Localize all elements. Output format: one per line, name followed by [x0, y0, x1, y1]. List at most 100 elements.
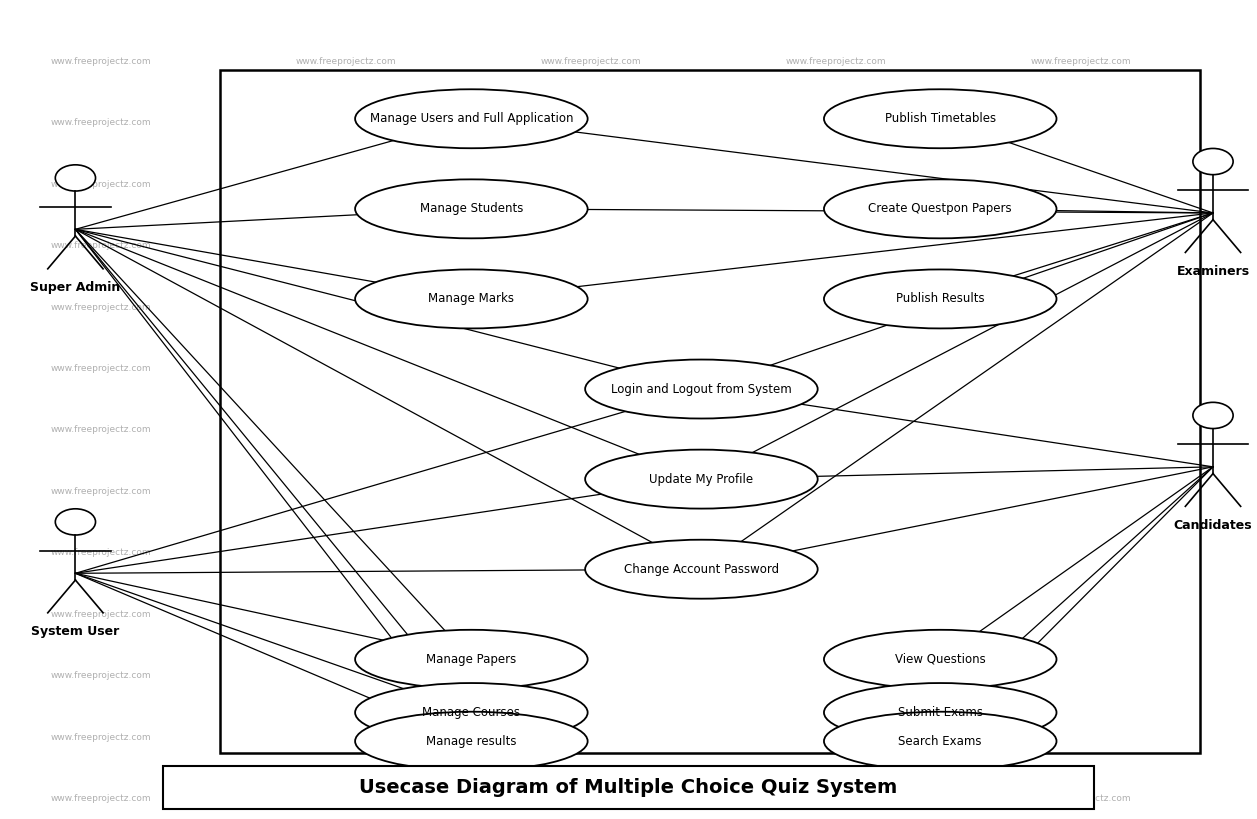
Text: www.freeprojectz.com: www.freeprojectz.com — [1031, 242, 1131, 250]
Ellipse shape — [586, 360, 818, 419]
Ellipse shape — [586, 540, 818, 599]
Text: www.freeprojectz.com: www.freeprojectz.com — [1031, 364, 1131, 373]
Text: www.freeprojectz.com: www.freeprojectz.com — [50, 57, 151, 66]
Text: www.freeprojectz.com: www.freeprojectz.com — [295, 242, 396, 250]
Text: www.freeprojectz.com: www.freeprojectz.com — [1031, 303, 1131, 311]
Text: www.freeprojectz.com: www.freeprojectz.com — [1031, 610, 1131, 618]
Bar — [220, 70, 1200, 753]
Text: www.freeprojectz.com: www.freeprojectz.com — [50, 180, 151, 188]
Ellipse shape — [354, 179, 588, 238]
Ellipse shape — [354, 630, 588, 689]
Text: www.freeprojectz.com: www.freeprojectz.com — [1031, 794, 1131, 803]
Text: Manage Users and Full Application: Manage Users and Full Application — [370, 112, 573, 125]
Text: System User: System User — [31, 625, 119, 638]
Text: www.freeprojectz.com: www.freeprojectz.com — [295, 794, 396, 803]
Text: www.freeprojectz.com: www.freeprojectz.com — [50, 794, 151, 803]
Text: www.freeprojectz.com: www.freeprojectz.com — [1031, 733, 1131, 741]
Text: Examiners: Examiners — [1177, 265, 1249, 278]
Text: www.freeprojectz.com: www.freeprojectz.com — [295, 549, 396, 557]
Ellipse shape — [586, 450, 818, 509]
Ellipse shape — [825, 712, 1056, 771]
Text: www.freeprojectz.com: www.freeprojectz.com — [1031, 672, 1131, 680]
Ellipse shape — [825, 683, 1056, 742]
Text: Manage Papers: Manage Papers — [426, 653, 517, 666]
Text: www.freeprojectz.com: www.freeprojectz.com — [786, 364, 886, 373]
Text: www.freeprojectz.com: www.freeprojectz.com — [50, 119, 151, 127]
Bar — [163, 766, 1094, 809]
Text: www.freeprojectz.com: www.freeprojectz.com — [50, 610, 151, 618]
Text: www.freeprojectz.com: www.freeprojectz.com — [50, 549, 151, 557]
Text: www.freeprojectz.com: www.freeprojectz.com — [295, 364, 396, 373]
Text: www.freeprojectz.com: www.freeprojectz.com — [541, 610, 641, 618]
Text: www.freeprojectz.com: www.freeprojectz.com — [786, 733, 886, 741]
Text: Usecase Diagram of Multiple Choice Quiz System: Usecase Diagram of Multiple Choice Quiz … — [360, 778, 897, 797]
Text: www.freeprojectz.com: www.freeprojectz.com — [541, 303, 641, 311]
Text: www.freeprojectz.com: www.freeprojectz.com — [1031, 57, 1131, 66]
Text: Change Account Password: Change Account Password — [623, 563, 779, 576]
Text: www.freeprojectz.com: www.freeprojectz.com — [295, 180, 396, 188]
Ellipse shape — [825, 89, 1056, 148]
Circle shape — [1193, 148, 1233, 174]
Text: www.freeprojectz.com: www.freeprojectz.com — [541, 119, 641, 127]
Text: www.freeprojectz.com: www.freeprojectz.com — [50, 426, 151, 434]
Circle shape — [1193, 402, 1233, 428]
Text: Manage Students: Manage Students — [420, 202, 523, 215]
Text: www.freeprojectz.com: www.freeprojectz.com — [786, 303, 886, 311]
Text: www.freeprojectz.com: www.freeprojectz.com — [1031, 180, 1131, 188]
Text: www.freeprojectz.com: www.freeprojectz.com — [541, 549, 641, 557]
Text: www.freeprojectz.com: www.freeprojectz.com — [541, 794, 641, 803]
Text: www.freeprojectz.com: www.freeprojectz.com — [50, 487, 151, 495]
Text: www.freeprojectz.com: www.freeprojectz.com — [295, 487, 396, 495]
Text: www.freeprojectz.com: www.freeprojectz.com — [1031, 487, 1131, 495]
Text: www.freeprojectz.com: www.freeprojectz.com — [541, 733, 641, 741]
Text: www.freeprojectz.com: www.freeprojectz.com — [786, 794, 886, 803]
Text: www.freeprojectz.com: www.freeprojectz.com — [50, 733, 151, 741]
Text: www.freeprojectz.com: www.freeprojectz.com — [541, 672, 641, 680]
Text: www.freeprojectz.com: www.freeprojectz.com — [786, 180, 886, 188]
Text: www.freeprojectz.com: www.freeprojectz.com — [786, 242, 886, 250]
Ellipse shape — [825, 630, 1056, 689]
Text: www.freeprojectz.com: www.freeprojectz.com — [50, 303, 151, 311]
Text: www.freeprojectz.com: www.freeprojectz.com — [50, 364, 151, 373]
Text: www.freeprojectz.com: www.freeprojectz.com — [50, 672, 151, 680]
Text: www.freeprojectz.com: www.freeprojectz.com — [1031, 549, 1131, 557]
Text: www.freeprojectz.com: www.freeprojectz.com — [786, 549, 886, 557]
Text: www.freeprojectz.com: www.freeprojectz.com — [50, 242, 151, 250]
Text: Publish Results: Publish Results — [896, 292, 984, 305]
Text: www.freeprojectz.com: www.freeprojectz.com — [295, 426, 396, 434]
Circle shape — [55, 509, 96, 535]
Text: Manage Marks: Manage Marks — [429, 292, 514, 305]
Text: Submit Exams: Submit Exams — [897, 706, 983, 719]
Text: www.freeprojectz.com: www.freeprojectz.com — [541, 242, 641, 250]
Ellipse shape — [354, 712, 588, 771]
Text: Login and Logout from System: Login and Logout from System — [611, 382, 792, 396]
Text: www.freeprojectz.com: www.freeprojectz.com — [786, 119, 886, 127]
Text: www.freeprojectz.com: www.freeprojectz.com — [1031, 426, 1131, 434]
Text: www.freeprojectz.com: www.freeprojectz.com — [786, 57, 886, 66]
Text: www.freeprojectz.com: www.freeprojectz.com — [786, 610, 886, 618]
Text: www.freeprojectz.com: www.freeprojectz.com — [786, 426, 886, 434]
Circle shape — [55, 165, 96, 191]
Text: www.freeprojectz.com: www.freeprojectz.com — [786, 487, 886, 495]
Ellipse shape — [354, 269, 588, 328]
Text: www.freeprojectz.com: www.freeprojectz.com — [295, 733, 396, 741]
Ellipse shape — [825, 179, 1056, 238]
Text: Update My Profile: Update My Profile — [650, 473, 753, 486]
Text: Manage Courses: Manage Courses — [422, 706, 520, 719]
Text: www.freeprojectz.com: www.freeprojectz.com — [295, 119, 396, 127]
Text: www.freeprojectz.com: www.freeprojectz.com — [541, 364, 641, 373]
Text: www.freeprojectz.com: www.freeprojectz.com — [541, 180, 641, 188]
Text: www.freeprojectz.com: www.freeprojectz.com — [295, 610, 396, 618]
Text: Publish Timetables: Publish Timetables — [885, 112, 996, 125]
Text: Candidates: Candidates — [1174, 518, 1252, 532]
Text: www.freeprojectz.com: www.freeprojectz.com — [541, 57, 641, 66]
Ellipse shape — [354, 683, 588, 742]
Text: www.freeprojectz.com: www.freeprojectz.com — [295, 57, 396, 66]
Text: View Questions: View Questions — [895, 653, 985, 666]
Ellipse shape — [825, 269, 1056, 328]
Text: www.freeprojectz.com: www.freeprojectz.com — [1031, 119, 1131, 127]
Text: Create Questpon Papers: Create Questpon Papers — [869, 202, 1012, 215]
Text: Manage results: Manage results — [426, 735, 517, 748]
Text: www.freeprojectz.com: www.freeprojectz.com — [295, 303, 396, 311]
Ellipse shape — [354, 89, 588, 148]
